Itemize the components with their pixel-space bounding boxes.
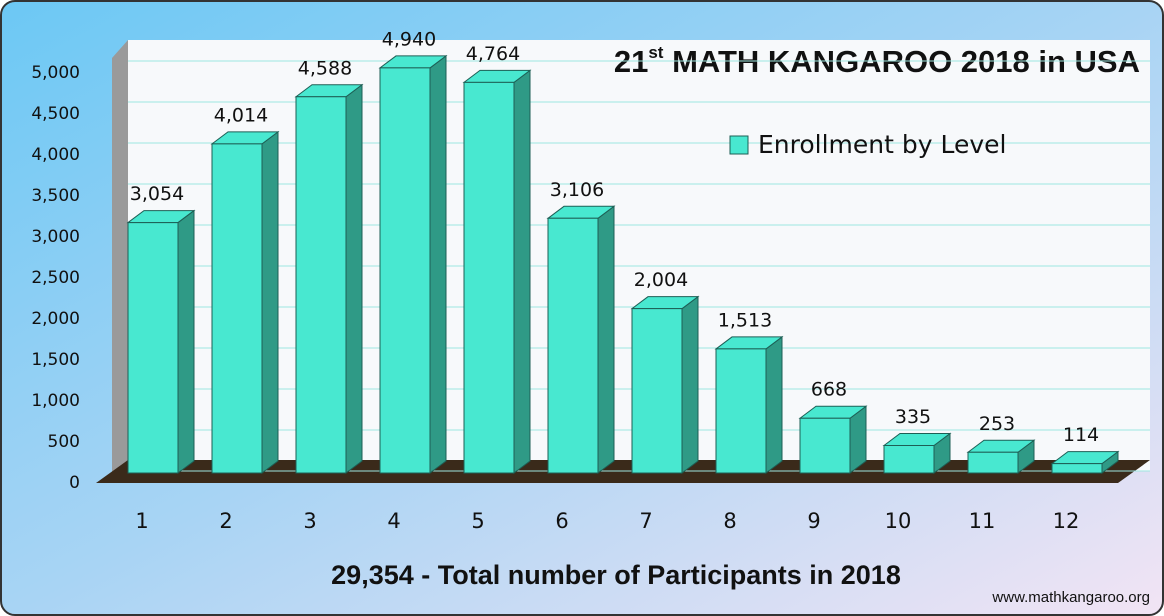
x-tick-label: 4 xyxy=(387,509,400,533)
y-tick-label: 3,500 xyxy=(31,186,80,206)
bar-side xyxy=(345,83,363,474)
y-tick-label: 4,500 xyxy=(31,104,80,124)
legend-swatch xyxy=(729,135,749,155)
value-label: 4,588 xyxy=(298,57,352,79)
legend-label: Enrollment by Level xyxy=(758,130,1007,159)
x-tick-label: 6 xyxy=(555,509,568,533)
x-tick-label: 12 xyxy=(1053,509,1080,533)
bar-front xyxy=(967,451,1019,474)
y-tick-label: 2,500 xyxy=(31,268,80,288)
x-tick-label: 11 xyxy=(969,509,996,533)
bar-front xyxy=(883,445,935,474)
value-label: 668 xyxy=(811,379,847,401)
bar xyxy=(378,54,448,474)
y-tick-label: 1,000 xyxy=(31,391,80,411)
bar-side xyxy=(513,69,531,474)
y-tick-label: 4,000 xyxy=(31,145,80,165)
bar-front xyxy=(295,96,347,474)
value-label: 114 xyxy=(1063,424,1099,446)
bar-front xyxy=(715,348,767,474)
bar-front xyxy=(463,81,515,474)
bar-side xyxy=(597,205,615,474)
y-tick-label: 3,000 xyxy=(31,227,80,247)
bar-side xyxy=(177,209,195,474)
x-tick-label: 1 xyxy=(135,509,148,533)
bar-side xyxy=(261,130,279,474)
bar xyxy=(714,335,784,474)
chart-title: 21st MATH KANGAROO 2018 in USA xyxy=(614,43,1140,79)
value-label: 335 xyxy=(895,406,931,428)
x-tick-label: 9 xyxy=(807,509,820,533)
x-tick-label: 7 xyxy=(639,509,652,533)
y-tick-label: 1,500 xyxy=(31,350,80,370)
bar xyxy=(210,130,280,474)
y-tick-label: 2,000 xyxy=(31,309,80,329)
value-label: 2,004 xyxy=(634,269,688,291)
bar xyxy=(798,405,868,474)
value-label: 3,106 xyxy=(550,179,604,201)
value-label: 4,764 xyxy=(466,43,520,65)
value-label: 4,940 xyxy=(382,28,436,50)
bar-front xyxy=(631,308,683,474)
bar xyxy=(630,295,700,474)
bar xyxy=(882,432,952,474)
value-label: 3,054 xyxy=(130,183,184,205)
annotation: www.mathkangaroo.org xyxy=(991,589,1150,606)
x-tick-label: 8 xyxy=(723,509,736,533)
title-suffix: st xyxy=(648,43,663,62)
bar-side xyxy=(429,54,447,474)
value-label: 4,014 xyxy=(214,104,268,126)
bar-front xyxy=(379,67,431,474)
side-wall xyxy=(112,40,128,483)
bar-front xyxy=(211,143,263,474)
y-tick-label: 5,000 xyxy=(31,63,80,83)
x-tick-label: 5 xyxy=(471,509,484,533)
bar-front xyxy=(127,222,179,474)
bar-side xyxy=(681,295,699,474)
subtitle: 29,354 - Total number of Participants in… xyxy=(331,560,901,590)
value-label: 253 xyxy=(979,413,1015,435)
bar xyxy=(126,209,196,474)
bar-front xyxy=(547,217,599,474)
x-tick-label: 10 xyxy=(885,509,912,533)
y-tick-label: 500 xyxy=(48,432,80,452)
bar-front xyxy=(799,417,851,474)
bar xyxy=(462,69,532,474)
x-tick-label: 3 xyxy=(303,509,316,533)
x-tick-label: 2 xyxy=(219,509,232,533)
bar-front xyxy=(1051,463,1103,474)
value-label: 1,513 xyxy=(718,309,772,331)
bar xyxy=(294,83,364,474)
title-text: MATH KANGAROO 2018 in USA xyxy=(663,44,1140,79)
bar xyxy=(966,439,1036,474)
bar xyxy=(1050,450,1120,474)
title-number: 21 xyxy=(614,44,648,79)
bar xyxy=(546,205,616,474)
bar-side xyxy=(765,335,783,474)
y-tick-label: 0 xyxy=(69,473,80,493)
